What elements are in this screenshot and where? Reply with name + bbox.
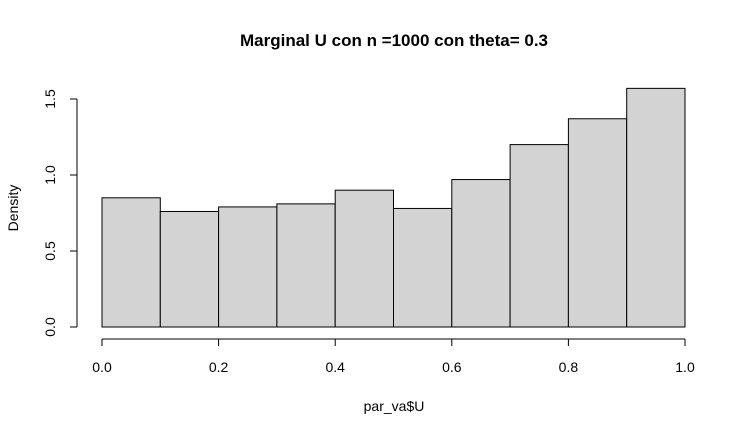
histogram-bar-4 [334, 189, 395, 328]
histogram-bar-0 [101, 197, 161, 328]
histogram-bar-7 [509, 144, 569, 328]
histogram-bar-9 [626, 87, 686, 328]
x-axis-label: par_va$U [364, 398, 425, 414]
x-tick-label-2: 0.4 [325, 359, 345, 375]
x-tick-label-0: 0.0 [92, 359, 112, 375]
y-axis-label: Density [5, 185, 21, 232]
x-tick-label-4: 0.8 [559, 359, 579, 375]
x-axis: 0.0 0.2 0.4 0.6 0.8 1.0 [92, 338, 695, 375]
x-tick-label-3: 0.6 [442, 359, 462, 375]
x-tick-label-1: 0.2 [209, 359, 229, 375]
y-tick-label-3: 1.5 [42, 89, 58, 109]
histogram-bar-5 [393, 207, 453, 328]
histogram-bar-1 [159, 210, 220, 328]
y-tick-label-2: 1.0 [42, 165, 58, 185]
y-tick-label-1: 0.5 [42, 241, 58, 261]
histogram-bar-8 [567, 118, 628, 328]
x-tick-label-5: 1.0 [675, 359, 695, 375]
y-axis: 0.0 0.5 1.0 1.5 [42, 89, 78, 337]
y-tick-label-0: 0.0 [42, 317, 58, 337]
histogram-bar-6 [451, 179, 511, 328]
histogram-bar-3 [276, 203, 336, 328]
chart-title: Marginal U con n =1000 con theta= 0.3 [240, 31, 548, 50]
bars-group [101, 87, 686, 328]
histogram-bar-2 [218, 206, 278, 328]
